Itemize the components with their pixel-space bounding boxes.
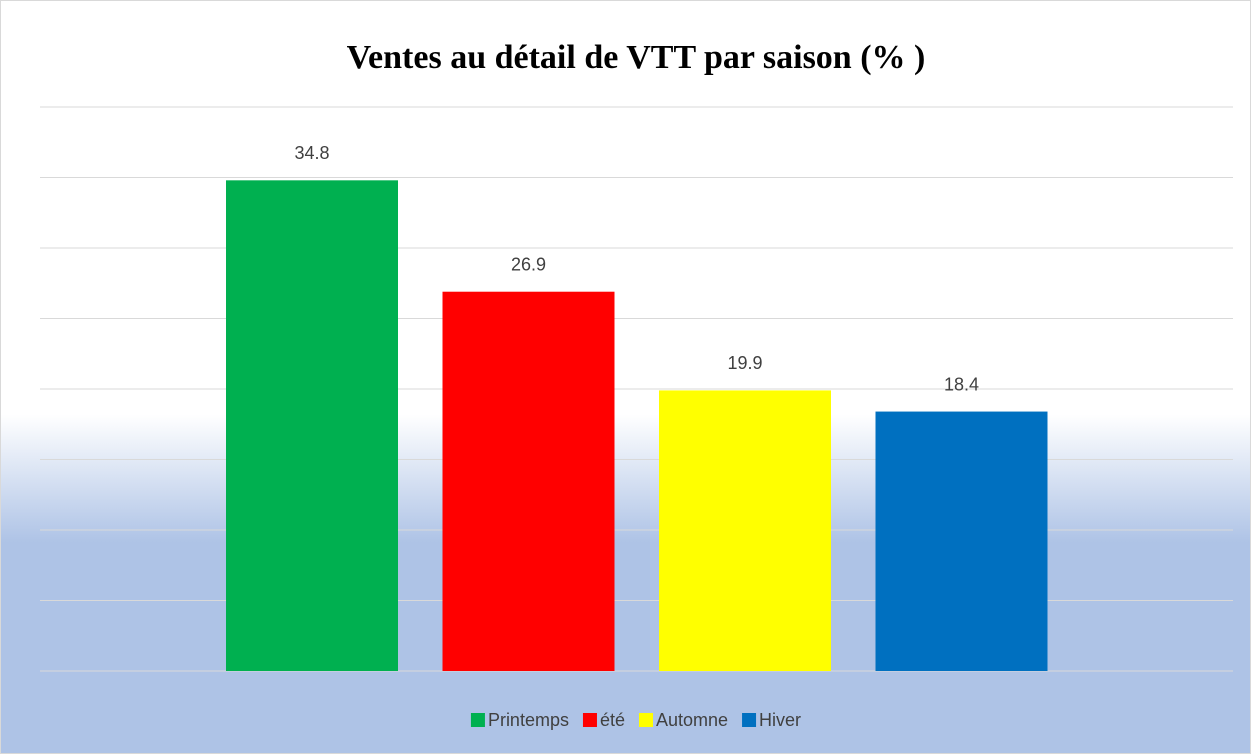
bar bbox=[226, 180, 398, 671]
legend-label: été bbox=[600, 710, 625, 730]
chart-title: Ventes au détail de VTT par saison (% ) bbox=[347, 39, 926, 76]
legend-swatch bbox=[639, 713, 653, 727]
data-label: 34.8 bbox=[294, 143, 329, 163]
data-label: 18.4 bbox=[944, 374, 979, 394]
bar bbox=[442, 291, 615, 671]
legend-label: Automne bbox=[656, 710, 728, 730]
bar bbox=[875, 411, 1048, 671]
legend-swatch bbox=[582, 713, 597, 727]
legend-label: Hiver bbox=[759, 710, 801, 730]
legend-label: Printemps bbox=[488, 710, 569, 730]
legend-swatch bbox=[470, 713, 485, 727]
data-label: 26.9 bbox=[511, 254, 546, 274]
data-label: 19.9 bbox=[727, 353, 762, 373]
bar bbox=[659, 390, 831, 671]
legend-swatch bbox=[742, 713, 757, 727]
